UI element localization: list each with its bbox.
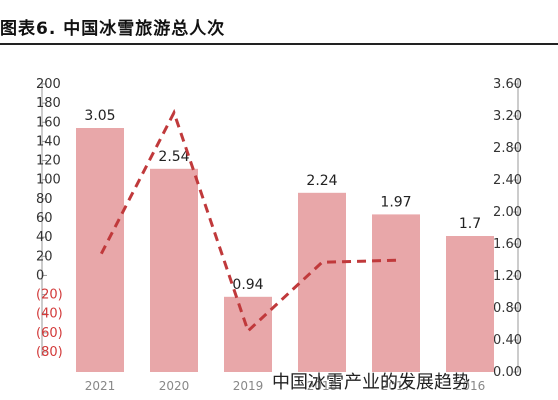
bar-2021: [76, 128, 124, 372]
left-tick-label: 40: [36, 230, 53, 245]
left-tick-label: 200: [36, 77, 61, 92]
figure-caption: 中国冰雪产业的发展趋势: [272, 372, 470, 393]
category-label-2017: 2017: [381, 379, 412, 393]
left-tick-label: 20: [36, 249, 53, 264]
right-axis-ticks: 3.60 3.20 2.80 2.40 2.00 1.60 1.20 0.80 0.40 0.00: [493, 77, 522, 380]
left-tick-label: 120: [36, 154, 61, 169]
left-tick-label: 60: [36, 211, 53, 226]
bar-2017: [372, 214, 420, 372]
bar-label-2021: 3.05: [84, 108, 115, 124]
left-tick-label: (40): [36, 307, 63, 322]
bar-2020: [150, 168, 198, 372]
left-tick-label: (80): [36, 345, 63, 360]
left-tick-label: 100: [36, 173, 61, 188]
category-label-2019: 2019: [233, 379, 264, 393]
right-tick-label: 1.60: [493, 237, 522, 252]
left-tick-label: 180: [36, 96, 61, 111]
category-label-2018: 2018: [307, 379, 338, 393]
bar-label-2018: 2.24: [306, 173, 337, 189]
right-tick-label: 2.80: [493, 141, 522, 156]
growth-rate-line: [98, 108, 397, 334]
right-tick-label: 2.00: [493, 205, 522, 220]
title-rule: [0, 43, 558, 45]
category-labels: 2016 2017 2018 2019 2020 2021: [85, 379, 486, 393]
left-tick-label: 160: [36, 115, 61, 130]
left-tick-label: 140: [36, 134, 61, 149]
bar-2019: [224, 296, 272, 372]
right-tick-label: 2.40: [493, 173, 522, 188]
right-tick-label: 3.20: [493, 109, 522, 124]
category-label-2021: 2021: [85, 379, 116, 393]
bar-series: [76, 128, 494, 372]
bar-label-2019: 0.94: [232, 277, 263, 293]
bar-2018: [298, 192, 346, 372]
category-label-2020: 2020: [159, 379, 190, 393]
right-tick-label: 0.80: [493, 301, 522, 316]
right-tick-label: 3.60: [493, 77, 522, 92]
left-tick-label: (60): [36, 326, 63, 341]
bar-label-2020: 2.54: [158, 149, 189, 165]
bar-label-2017: 1.97: [380, 194, 411, 210]
bar-2016: [446, 236, 494, 372]
left-tick-label: 80: [36, 192, 53, 207]
right-tick-label: 0.40: [493, 333, 522, 348]
left-axis-ticks: 200180160140120100806040200(20)(40)(60)(…: [36, 77, 63, 360]
right-tick-label: 1.20: [493, 269, 522, 284]
bar-value-labels: 1.7 1.97 2.24 0.94 2.54 3.05: [84, 108, 481, 293]
right-tick-label: 0.00: [493, 365, 522, 380]
figure-title: 图表6. 中国冰雪旅游总人次: [0, 19, 226, 39]
category-label-2016: 2016: [455, 379, 486, 393]
left-tick-label: (20): [36, 288, 63, 303]
bar-label-2016: 1.7: [459, 216, 481, 232]
left-tick-label: 0: [36, 268, 44, 283]
